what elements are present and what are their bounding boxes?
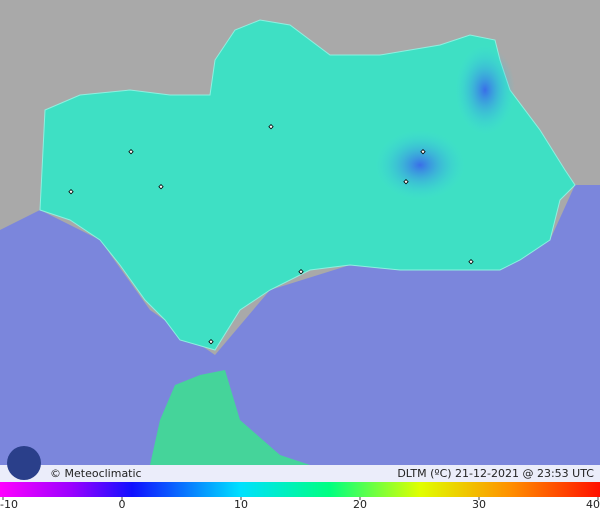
logo [7,446,41,480]
scale-tick-label: 20 [353,498,367,511]
sea [0,185,600,482]
region-andalusia [39,19,576,351]
credit: © Meteoclimatic [50,467,142,480]
scale-tick-label: 10 [234,498,248,511]
scale-labels-bg [0,497,600,517]
cold-area [375,130,465,200]
scale-tick-label: 30 [472,498,486,511]
stations [68,124,474,345]
scale-tick-label: 0 [119,498,126,511]
cold-area [455,45,515,135]
scale-tick-label: -10 [0,498,18,511]
scale-tick-label: 40 [586,498,600,511]
region-africa [150,370,310,465]
color-scale [0,482,600,497]
caption: DLTM (ºC) 21-12-2021 @ 23:53 UTC [397,467,594,480]
caption-strip [0,465,600,482]
